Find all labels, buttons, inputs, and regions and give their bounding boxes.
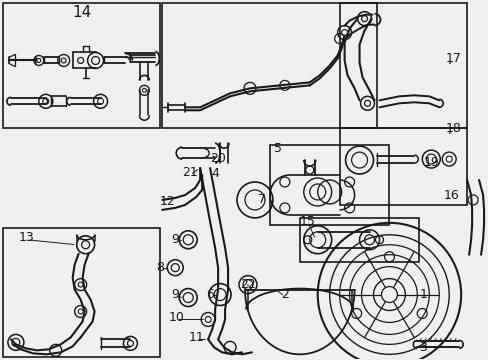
Text: 22: 22 <box>240 278 255 291</box>
Text: 3: 3 <box>419 341 427 354</box>
Text: 2: 2 <box>280 288 288 301</box>
Text: 9: 9 <box>171 288 179 301</box>
Text: 14: 14 <box>72 5 91 20</box>
Text: 15: 15 <box>299 215 315 228</box>
Text: 17: 17 <box>445 52 460 65</box>
Text: 8: 8 <box>156 261 164 274</box>
Text: 20: 20 <box>210 152 225 165</box>
Text: 18: 18 <box>445 122 460 135</box>
Text: 21: 21 <box>182 166 198 179</box>
Text: 12: 12 <box>159 195 175 208</box>
Bar <box>299 218 419 262</box>
Bar <box>339 128 466 205</box>
Text: 19: 19 <box>423 156 438 168</box>
Text: 11: 11 <box>188 331 203 344</box>
Text: 1: 1 <box>419 288 427 301</box>
Text: 16: 16 <box>443 189 458 202</box>
Text: 6: 6 <box>206 288 214 301</box>
Text: 9: 9 <box>171 233 179 246</box>
Text: 10: 10 <box>168 311 184 324</box>
Bar <box>339 3 466 128</box>
Bar <box>3 228 160 357</box>
Bar <box>162 3 377 128</box>
Bar <box>269 145 388 225</box>
Text: 7: 7 <box>257 193 265 206</box>
Text: 5: 5 <box>273 141 281 155</box>
Bar <box>3 3 160 128</box>
Text: 13: 13 <box>19 231 35 244</box>
Text: 4: 4 <box>211 167 219 180</box>
